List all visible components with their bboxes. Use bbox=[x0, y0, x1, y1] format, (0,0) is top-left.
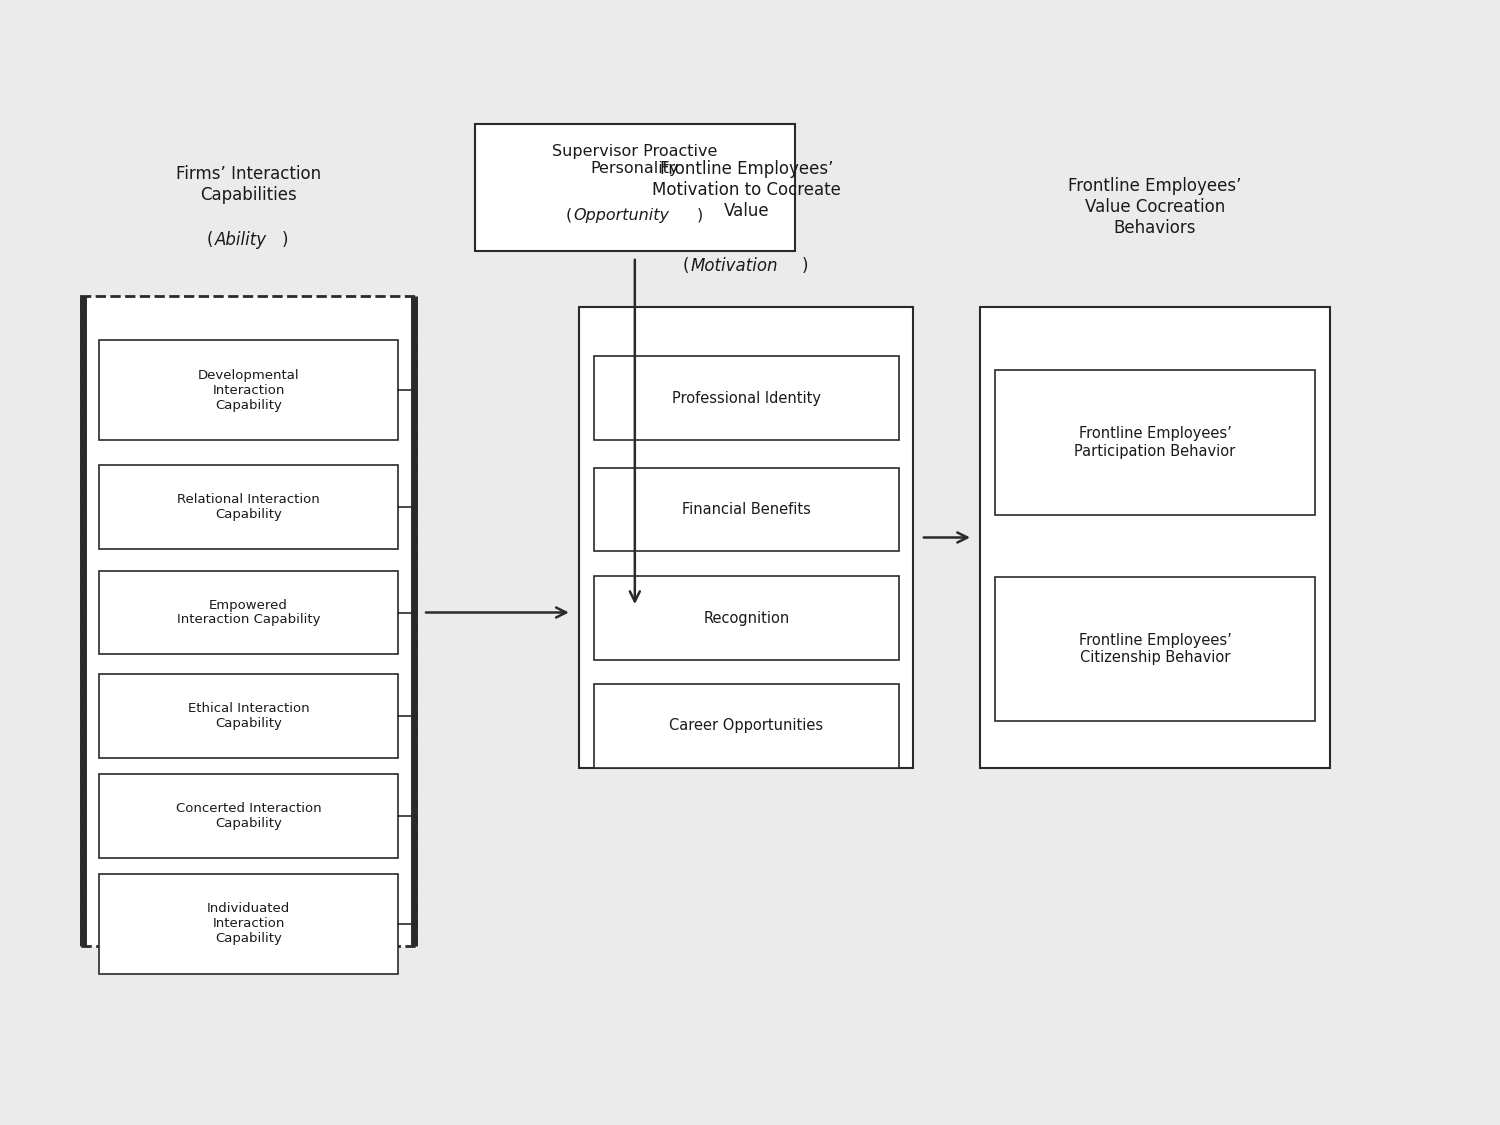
Text: ): ) bbox=[282, 232, 288, 250]
Bar bbox=[99, 340, 398, 440]
Text: Frontline Employees’
Motivation to Cocreate
Value: Frontline Employees’ Motivation to Cocre… bbox=[652, 161, 840, 221]
Bar bbox=[99, 466, 398, 549]
Text: ): ) bbox=[696, 208, 702, 223]
Bar bbox=[594, 357, 898, 440]
Text: (: ( bbox=[207, 232, 213, 250]
Bar bbox=[594, 684, 898, 767]
Text: Professional Identity: Professional Identity bbox=[672, 390, 820, 405]
Bar bbox=[99, 570, 398, 654]
Bar bbox=[594, 468, 898, 551]
Bar bbox=[594, 576, 898, 659]
Bar bbox=[579, 307, 914, 768]
Text: Supervisor Proactive
Personality: Supervisor Proactive Personality bbox=[552, 144, 717, 176]
Bar bbox=[994, 577, 1314, 721]
Text: Relational Interaction
Capability: Relational Interaction Capability bbox=[177, 493, 320, 521]
Text: Frontline Employees’
Value Cocreation
Behaviors: Frontline Employees’ Value Cocreation Be… bbox=[1068, 177, 1242, 236]
Text: Firms’ Interaction
Capabilities: Firms’ Interaction Capabilities bbox=[176, 165, 321, 204]
Bar bbox=[81, 296, 416, 946]
Text: (: ( bbox=[682, 256, 688, 274]
Text: Opportunity: Opportunity bbox=[573, 208, 669, 223]
Text: (: ( bbox=[566, 208, 572, 223]
Text: Frontline Employees’
Participation Behavior: Frontline Employees’ Participation Behav… bbox=[1074, 426, 1236, 459]
Bar bbox=[99, 674, 398, 757]
Bar bbox=[99, 874, 398, 973]
Bar bbox=[981, 307, 1329, 768]
Bar bbox=[476, 124, 795, 251]
Text: Motivation: Motivation bbox=[690, 256, 778, 274]
Text: Empowered
Interaction Capability: Empowered Interaction Capability bbox=[177, 598, 320, 627]
Text: Concerted Interaction
Capability: Concerted Interaction Capability bbox=[176, 802, 321, 830]
Text: Frontline Employees’
Citizenship Behavior: Frontline Employees’ Citizenship Behavio… bbox=[1078, 633, 1232, 665]
Text: Ability: Ability bbox=[214, 232, 267, 250]
Text: Financial Benefits: Financial Benefits bbox=[682, 502, 810, 516]
Text: Recognition: Recognition bbox=[704, 611, 789, 626]
Text: Individuated
Interaction
Capability: Individuated Interaction Capability bbox=[207, 902, 290, 945]
Text: Developmental
Interaction
Capability: Developmental Interaction Capability bbox=[198, 369, 298, 412]
Text: ): ) bbox=[802, 256, 808, 274]
Text: Ethical Interaction
Capability: Ethical Interaction Capability bbox=[188, 702, 309, 730]
Text: Career Opportunities: Career Opportunities bbox=[669, 719, 824, 734]
Bar bbox=[994, 370, 1314, 515]
Bar bbox=[99, 774, 398, 857]
